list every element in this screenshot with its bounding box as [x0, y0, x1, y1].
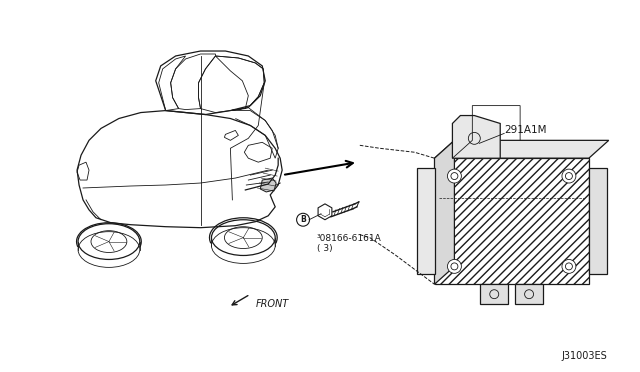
Polygon shape — [260, 178, 276, 192]
Text: J31003ES: J31003ES — [561, 351, 607, 361]
Text: FRONT: FRONT — [255, 299, 289, 309]
Ellipse shape — [447, 259, 461, 273]
Polygon shape — [589, 168, 607, 274]
Polygon shape — [480, 284, 508, 304]
Text: 291A1M: 291A1M — [504, 125, 547, 135]
Polygon shape — [435, 158, 589, 284]
Polygon shape — [417, 168, 435, 274]
Polygon shape — [435, 140, 454, 284]
Ellipse shape — [562, 169, 576, 183]
Polygon shape — [515, 284, 543, 304]
Polygon shape — [318, 204, 332, 220]
Text: ³08166-6161A
( 3): ³08166-6161A ( 3) — [317, 234, 382, 253]
Polygon shape — [435, 140, 609, 158]
Polygon shape — [452, 116, 500, 158]
Ellipse shape — [447, 169, 461, 183]
Text: B: B — [300, 215, 306, 224]
Ellipse shape — [562, 259, 576, 273]
